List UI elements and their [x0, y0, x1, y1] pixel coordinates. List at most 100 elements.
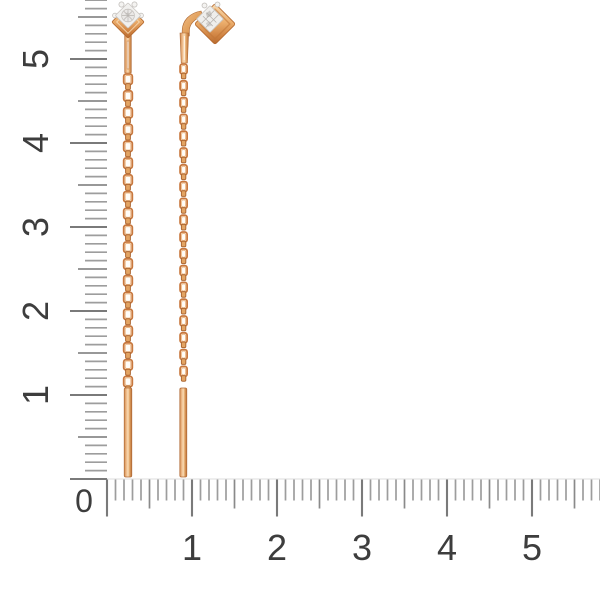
chain-connector	[125, 284, 131, 292]
chain-connector	[180, 358, 187, 365]
chain-link-highlight	[124, 243, 132, 252]
v-ruler-label-3: 3	[15, 216, 56, 238]
prong-ball	[214, 1, 221, 8]
left-earring-stone	[112, 1, 144, 29]
chain-connector	[125, 234, 131, 242]
chain-connector	[180, 223, 187, 231]
chain-link-highlight	[124, 293, 132, 302]
h-ruler-label-1: 1	[181, 527, 203, 568]
chain-link-highlight	[181, 115, 187, 124]
chain-link-highlight	[124, 192, 132, 201]
right-earring-bar	[179, 387, 188, 478]
chain-connector	[180, 274, 187, 281]
chain-connector	[125, 150, 131, 158]
chain-connector	[125, 301, 131, 309]
chain-link-highlight	[181, 249, 187, 258]
v-ruler-label-4: 4	[15, 132, 56, 154]
chain-connector	[125, 351, 131, 359]
chain-connector	[180, 291, 187, 298]
chain-connector	[180, 307, 187, 315]
chain-link-highlight	[181, 350, 187, 359]
chain-connector	[125, 99, 131, 107]
chain-connector	[180, 240, 187, 248]
left-earring-chain	[122, 73, 134, 393]
chain-connector	[180, 190, 187, 197]
right-earring-chain	[179, 63, 189, 382]
prong-ball	[118, 1, 125, 8]
chain-link-highlight	[124, 142, 132, 151]
prong-ball	[131, 1, 138, 8]
chain-link-highlight	[124, 259, 132, 269]
chain-link-highlight	[124, 209, 132, 218]
h-ruler-label-2: 2	[266, 527, 288, 568]
chain-link-highlight	[124, 327, 132, 336]
chain-connector	[180, 89, 187, 97]
chain-link-highlight	[124, 75, 132, 84]
chain-link-highlight	[181, 199, 187, 208]
chain-link-highlight	[181, 333, 187, 342]
chain-link-highlight	[181, 132, 187, 141]
h-ruler-label-5: 5	[521, 527, 543, 568]
chain-connector	[180, 106, 187, 113]
v-ruler-label-2: 2	[15, 300, 56, 322]
chain-link-highlight	[124, 125, 132, 134]
right-earring-stone	[196, 1, 224, 33]
chain-connector	[125, 368, 131, 376]
chain-connector	[180, 156, 187, 164]
chain-link-highlight	[181, 216, 187, 225]
chain-link-highlight	[124, 226, 132, 235]
chain-link-highlight	[124, 175, 132, 185]
chain-connector	[125, 83, 131, 91]
chain-connector	[125, 335, 131, 343]
chain-connector	[125, 318, 131, 326]
v-ruler-label-1: 1	[15, 384, 56, 406]
h-ruler-label-4: 4	[436, 527, 458, 568]
chain-connector	[180, 375, 187, 382]
left-earring-post-slot	[126, 40, 130, 70]
chain-link-highlight	[181, 98, 187, 107]
chain-link-highlight	[124, 159, 132, 168]
chain-link-highlight	[124, 377, 132, 386]
chain-link-highlight	[124, 108, 132, 117]
chain-connector	[180, 257, 187, 265]
chain-link-highlight	[181, 149, 187, 157]
chain-link-highlight	[181, 317, 187, 325]
chain-connector	[125, 251, 131, 259]
chain-link-highlight	[124, 310, 132, 319]
chain-connector	[125, 183, 131, 191]
chain-connector	[125, 267, 131, 275]
chain-connector	[180, 173, 187, 181]
chain-link-highlight	[181, 165, 187, 174]
chain-link-highlight	[181, 300, 187, 309]
chain-link-highlight	[181, 283, 187, 292]
ruler-origin-label: 0	[75, 483, 93, 519]
h-ruler-label-3: 3	[351, 527, 373, 568]
v-ruler-label-5: 5	[15, 48, 56, 70]
chain-connector	[125, 200, 131, 208]
chain-connector	[125, 217, 131, 225]
chain-link-highlight	[124, 91, 132, 101]
chain-connector	[180, 72, 187, 80]
chain-link-highlight	[124, 276, 132, 285]
horizontal-ruler	[105, 479, 600, 517]
chain-link-highlight	[181, 65, 187, 73]
left-earring	[111, 1, 145, 478]
chain-connector	[125, 167, 131, 175]
chain-connector	[180, 324, 187, 332]
chain-connector	[180, 341, 187, 349]
prong-ball	[201, 2, 208, 9]
vertical-ruler	[70, 0, 107, 481]
chain-link-highlight	[181, 266, 187, 275]
chain-link-highlight	[181, 81, 187, 90]
left-earring-bar	[123, 387, 133, 478]
chain-connector	[180, 139, 187, 147]
chain-connector	[180, 207, 187, 214]
chain-link-highlight	[181, 367, 187, 376]
chain-connector	[180, 123, 187, 130]
chain-connector	[125, 116, 131, 124]
chain-link-highlight	[181, 182, 187, 191]
chain-link-highlight	[124, 360, 132, 369]
chain-link-highlight	[181, 233, 187, 241]
